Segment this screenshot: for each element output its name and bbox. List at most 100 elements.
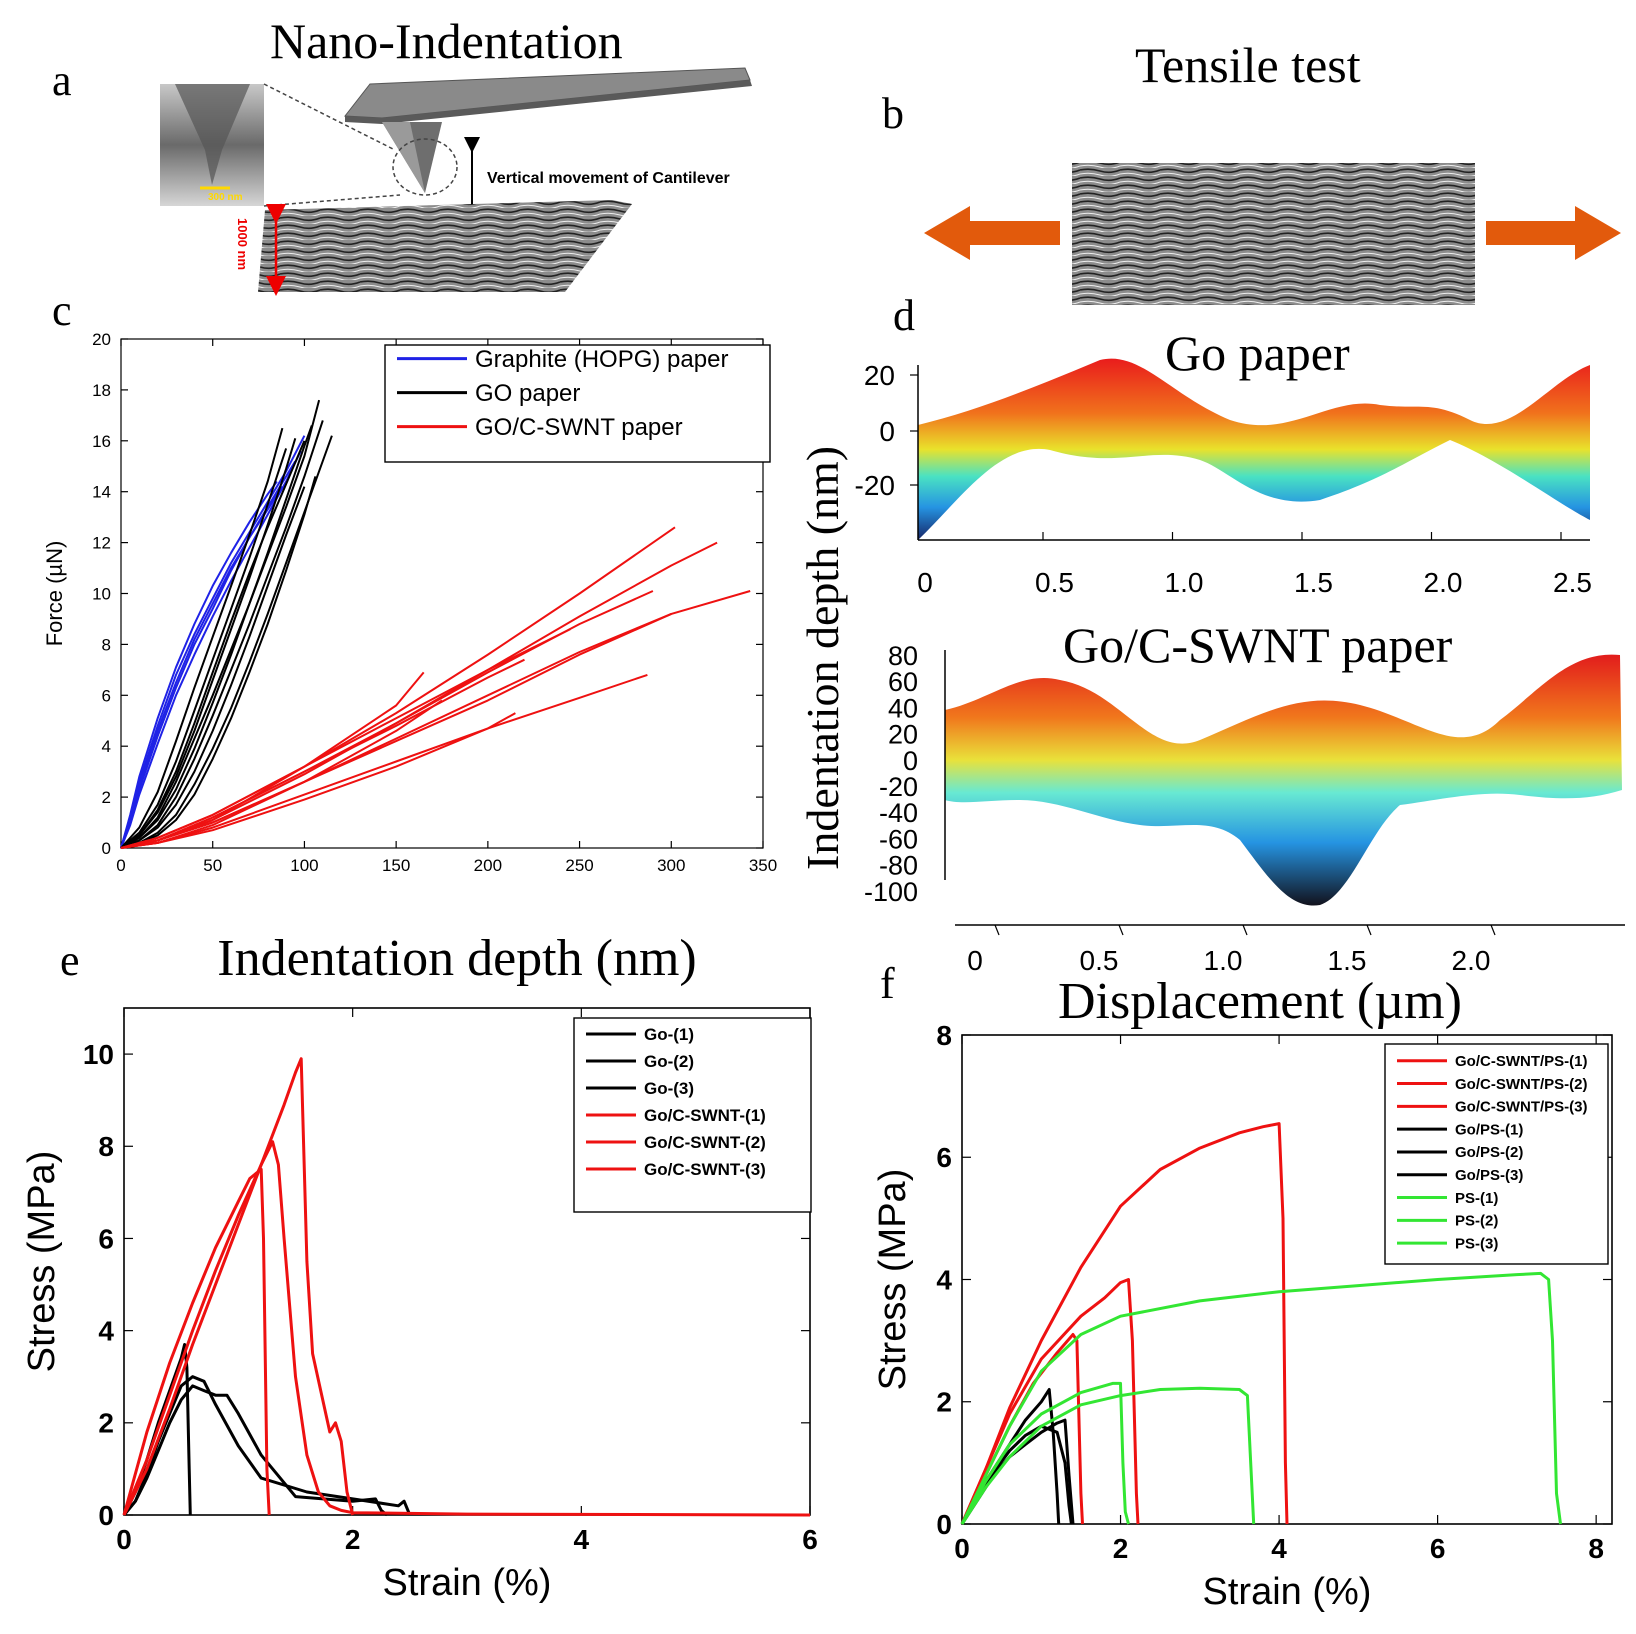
d-bottom-y-tick-label: -100 [864, 877, 918, 907]
x-tick-label: 2 [1113, 1533, 1129, 1564]
d-bottom-x-tick-label: 1.5 [1328, 945, 1367, 976]
legend-entry: Go/C-SWNT-(1) [644, 1106, 766, 1125]
legend-box [1384, 1043, 1609, 1265]
legend-entry: Go/C-SWNT-(2) [644, 1133, 766, 1152]
series-0-curve [120, 460, 297, 849]
y-tick-label: 16 [92, 432, 111, 451]
series-8-line [960, 1381, 1130, 1525]
panel-b: b Tensile test [882, 37, 1621, 305]
series-7-line [960, 1386, 1256, 1525]
d-top-x-tick-label: 1.5 [1294, 567, 1333, 598]
d-bottom-y-tick-label: -40 [879, 798, 918, 828]
y-axis-label: Stress (MPa) [872, 1169, 914, 1391]
legend-entry: Go/PS-(1) [1455, 1121, 1523, 1138]
panel-b-title: Tensile test [1135, 37, 1361, 93]
y-axis-label: Stress (MPa) [21, 1151, 63, 1373]
legend-entry: PS-(1) [1455, 1190, 1498, 1207]
x-axis-label: Strain (%) [1203, 1571, 1372, 1613]
panel-d: d Go paper Indentation depth (nm) 20 0 -20… [797, 291, 1625, 1030]
y-tick-label: 8 [98, 1131, 114, 1162]
y-tick-label: 4 [102, 737, 111, 756]
y-tick-label: 4 [936, 1264, 952, 1295]
y-tick-label: 10 [92, 584, 111, 603]
zoom-guide-bottom [263, 194, 401, 207]
tip-scale-label: 300 nm [208, 192, 243, 203]
legend-entry: GO/C-SWNT paper [475, 414, 683, 441]
series-6-line [960, 1271, 1562, 1525]
x-tick-label: 0 [116, 1524, 132, 1555]
legend-entry: Go/PS-(2) [1455, 1144, 1523, 1161]
y-axis-label: Force (µN) [42, 541, 67, 647]
series-1-curve [120, 476, 317, 849]
d-bottom-y-tick-label: 20 [888, 720, 918, 750]
legend-entry: Go/C-SWNT/PS-(1) [1455, 1053, 1588, 1070]
series-2-curve [120, 671, 425, 849]
chart-f: 0 2 4 6 8 0 2 4 6 8 Strain (%) Stress (MPa) Go/C-SWN… [872, 1020, 1613, 1613]
panel-e: e 0 2 4 6 0 2 4 6 8 10 Strain (%) Stress (MPa) Go-(1… [21, 936, 818, 1604]
y-tick-label: 0 [936, 1509, 952, 1540]
legend-entry: Go/C-SWNT/PS-(2) [1455, 1076, 1588, 1093]
panel-c: c 0 50 100 150 200 250 300 350 0 2 4 6 8 10 12 14 16 18 20… [42, 286, 777, 987]
x-tick-label: 4 [574, 1524, 590, 1555]
x-tick-label: 100 [290, 856, 318, 875]
series-1-curve [120, 420, 324, 849]
y-tick-label: 6 [98, 1223, 114, 1254]
series-1-curve [120, 427, 284, 849]
x-tick-label: 200 [474, 856, 502, 875]
thickness-label: 1000 nm [235, 218, 250, 270]
panel-a-letter: a [52, 56, 72, 105]
x-tick-label: 4 [1271, 1533, 1287, 1564]
d-top-y-tick-label: 20 [864, 360, 895, 391]
zoom-guide-top [263, 83, 396, 151]
panel-d-xlabel: Displacement (µm) [1058, 973, 1462, 1030]
d-bottom-x-tick-mark [1118, 924, 1124, 936]
d-top-y-tick-label: 0 [879, 416, 895, 447]
legend-entry: Go-(2) [644, 1052, 694, 1071]
legend-entry: Go/PS-(3) [1455, 1167, 1523, 1184]
d-bottom-x-tick-mark [994, 924, 1000, 936]
d-bottom-y-tick-label: -20 [879, 772, 918, 802]
legend-entry: Go-(1) [644, 1025, 694, 1044]
d-bottom-x-tick-mark [1242, 924, 1248, 936]
panel-d-letter: d [893, 291, 915, 340]
legend-entry: Go/C-SWNT-(3) [644, 1160, 766, 1179]
d-bottom-y-tick-label: 80 [888, 641, 918, 671]
d-bottom-y-tick-label: 60 [888, 667, 918, 697]
legend-entry: Graphite (HOPG) paper [475, 346, 728, 373]
y-tick-label: 18 [92, 381, 111, 400]
legend-entry: PS-(3) [1455, 1235, 1498, 1252]
x-tick-label: 50 [203, 856, 222, 875]
x-tick-label: 150 [382, 856, 410, 875]
series-1-line [960, 1278, 1140, 1525]
y-tick-label: 10 [83, 1039, 114, 1070]
panel-f: f 0 2 4 6 8 0 2 4 6 8 Strain (%) Stress (MPa) Go/C-S… [872, 959, 1613, 1613]
panel-c-letter: c [52, 286, 72, 335]
d-top-x-tick-label: 0 [917, 567, 933, 598]
legend-box [384, 344, 771, 463]
x-axis-label: Indentation depth (nm) [217, 930, 696, 987]
series-0-line [960, 1122, 1289, 1525]
y-tick-label: 2 [102, 788, 111, 807]
series-1-curve [120, 486, 306, 849]
panel-d-top-title: Go paper [1165, 325, 1350, 381]
panel-f-letter: f [880, 959, 895, 1008]
go-paper-surface-plot: 20 0 -20 0 0.5 1.0 1.5 2.0 2.5 [855, 358, 1592, 598]
y-tick-label: 8 [936, 1020, 952, 1051]
go-paper-cross-section-a [258, 200, 632, 292]
panel-d-ylabel: Indentation depth (nm) [797, 446, 848, 870]
y-tick-label: 8 [102, 635, 111, 654]
legend-entry: PS-(2) [1455, 1213, 1498, 1230]
legend-entry: Go/C-SWNT/PS-(3) [1455, 1099, 1588, 1116]
d-bottom-x-tick-mark [1490, 924, 1496, 936]
series-0-curve [120, 450, 302, 849]
y-tick-label: 6 [102, 686, 111, 705]
d-bottom-y-tick-label: 40 [888, 693, 918, 723]
d-top-y-tick-label: -20 [855, 470, 895, 501]
series-0-curve [120, 480, 278, 849]
d-bottom-x-tick-mark [1366, 924, 1372, 936]
y-tick-label: 6 [936, 1142, 952, 1173]
d-bottom-x-tick-label: 0.5 [1080, 945, 1119, 976]
chart-e: 0 2 4 6 0 2 4 6 8 10 Strain (%) Stress (MPa) Go-(1) G… [21, 1007, 818, 1604]
